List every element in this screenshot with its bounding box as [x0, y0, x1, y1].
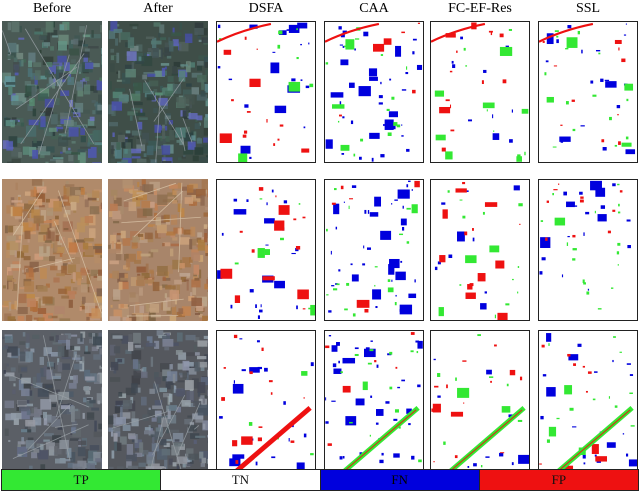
legend-tp: TP [2, 470, 162, 490]
header-dsfa: DSFA [248, 1, 284, 16]
legend-tp-label: TP [73, 472, 89, 487]
panel-dense-city-caa [324, 330, 424, 472]
legend-tn-label: TN [231, 472, 250, 487]
panel-arid-farmland-fc-ef-res [430, 179, 530, 321]
header-before: Before [32, 1, 72, 16]
panel-urban-vegetation-fc-ef-res [430, 21, 530, 163]
legend-fn: FN [320, 470, 480, 490]
panel-urban-vegetation-after [108, 21, 208, 163]
panel-dense-city-ssl [538, 330, 638, 472]
legend: TP TN FN FP [1, 469, 639, 491]
panel-arid-farmland-after [108, 179, 208, 321]
panel-urban-vegetation-before [2, 21, 102, 163]
panel-dense-city-fc-ef-res [430, 330, 530, 472]
legend-fn-label: FN [391, 472, 408, 487]
legend-tn: TN [161, 470, 321, 490]
panel-urban-vegetation-dsfa [216, 21, 316, 163]
panel-arid-farmland-ssl [538, 179, 638, 321]
panel-dense-city-after [108, 330, 208, 472]
panel-arid-farmland-dsfa [216, 179, 316, 321]
header-fc-ef-res: FC-EF-Res [448, 1, 512, 16]
legend-fp: FP [479, 470, 638, 490]
panel-dense-city-dsfa [216, 330, 316, 472]
panel-urban-vegetation-ssl [538, 21, 638, 163]
panel-arid-farmland-caa [324, 179, 424, 321]
legend-fp-label: FP [551, 472, 567, 487]
header-caa: CAA [359, 1, 389, 16]
header-after: After [143, 1, 173, 16]
panel-dense-city-before [2, 330, 102, 472]
header-ssl: SSL [575, 1, 601, 16]
panel-arid-farmland-before [2, 179, 102, 321]
panel-urban-vegetation-caa [324, 21, 424, 163]
